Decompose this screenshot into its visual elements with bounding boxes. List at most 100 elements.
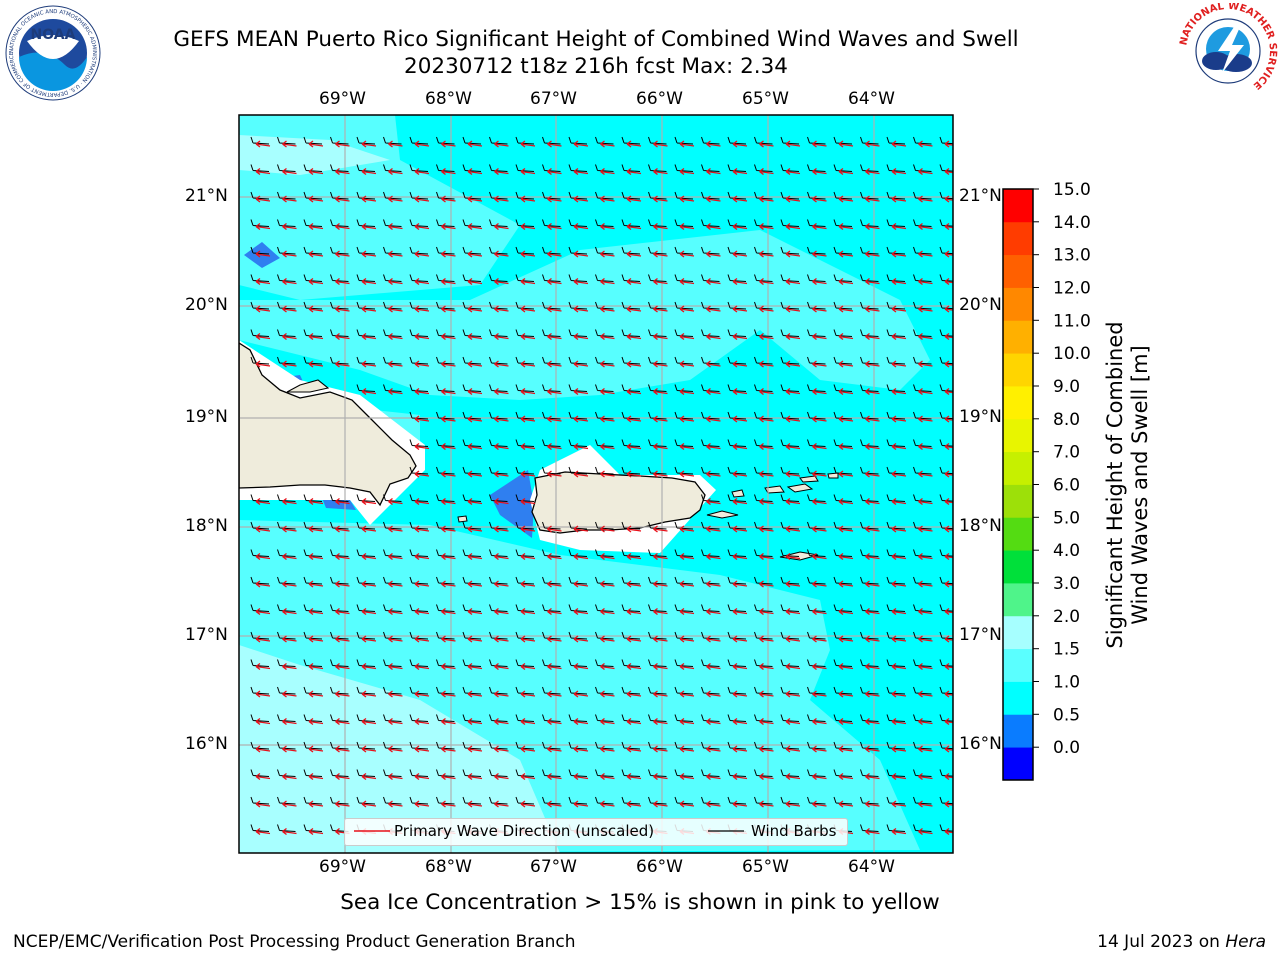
wind-barb	[595, 136, 614, 145]
wave-direction-arrow	[308, 250, 324, 258]
wind-barb	[621, 714, 641, 722]
wave-direction-arrow	[335, 745, 350, 753]
wave-direction-arrow	[441, 525, 456, 533]
wave-direction-arrow	[494, 222, 509, 231]
wave-direction-arrow	[838, 140, 854, 148]
wave-direction-arrow	[308, 662, 324, 671]
wind-barb	[674, 219, 694, 227]
wind-barb	[515, 494, 535, 502]
wind-barb	[939, 219, 953, 227]
wave-direction-arrow	[679, 415, 695, 423]
wind-barb	[330, 769, 349, 777]
wave-direction-arrow	[255, 360, 271, 368]
wind-barb	[780, 494, 800, 502]
wave-direction-arrow	[759, 690, 774, 698]
wind-barb	[356, 796, 376, 805]
wave-direction-arrow	[520, 360, 536, 368]
wind-barb	[807, 631, 826, 640]
colorbar-segment	[1003, 583, 1033, 617]
wind-barb	[383, 301, 402, 310]
wave-direction-arrow	[388, 800, 403, 808]
wind-barb	[701, 769, 720, 777]
wave-direction-arrow	[918, 745, 933, 753]
wind-barb	[277, 274, 296, 282]
wind-barb	[621, 576, 641, 585]
wave-direction-arrow	[838, 470, 854, 478]
wind-barb	[409, 494, 429, 502]
wave-direction-arrow	[944, 827, 953, 836]
wind-barb	[356, 274, 376, 282]
wind-barb	[277, 686, 296, 695]
wind-barb	[277, 714, 296, 722]
wave-direction-arrow	[494, 635, 509, 643]
wind-barb	[489, 604, 508, 612]
wave-direction-arrow	[547, 387, 562, 396]
wave-direction-arrow	[547, 662, 562, 671]
wave-direction-arrow	[388, 635, 403, 643]
wind-barb	[674, 384, 694, 392]
wind-barb	[330, 549, 349, 557]
wind-barb	[409, 191, 429, 200]
wave-direction-arrow	[441, 497, 456, 506]
wind-barb	[833, 494, 853, 502]
wind-barb	[383, 329, 402, 337]
colorbar-segment	[1003, 287, 1033, 321]
wind-barb	[277, 356, 296, 365]
wind-barb	[436, 356, 455, 365]
wind-barb	[860, 329, 879, 337]
wave-direction-arrow	[547, 607, 562, 616]
wave-direction-arrow	[653, 580, 668, 588]
wind-barb	[648, 384, 667, 392]
wind-barb	[648, 219, 667, 227]
wind-barb	[886, 384, 906, 392]
wave-direction-arrow	[255, 250, 271, 258]
wave-direction-arrow	[467, 662, 483, 671]
wave-direction-arrow	[308, 552, 324, 561]
wave-direction-arrow	[494, 167, 509, 176]
wind-barb	[754, 549, 773, 557]
wind-barb	[330, 576, 349, 585]
wind-barb	[595, 796, 614, 805]
wave-direction-arrow	[467, 497, 483, 506]
land-islet	[786, 483, 814, 493]
wave-direction-arrow	[626, 415, 642, 423]
wind-barb	[277, 219, 296, 227]
wind-barb	[886, 576, 906, 585]
wave-direction-arrow	[785, 745, 801, 753]
wave-direction-arrow	[838, 415, 854, 423]
wind-barb	[383, 356, 402, 365]
wind-barb	[303, 686, 323, 695]
wave-direction-arrow	[785, 635, 801, 643]
wave-direction-arrow	[361, 552, 377, 561]
wind-barb	[250, 631, 270, 640]
wave-direction-arrow	[785, 305, 801, 313]
wind-barb	[913, 824, 932, 832]
wave-direction-arrow	[891, 607, 907, 616]
wave-direction-arrow	[706, 525, 721, 533]
wind-barb	[727, 301, 747, 310]
wind-barb	[780, 329, 800, 337]
wind-barb	[807, 686, 826, 695]
wind-barb	[303, 549, 323, 557]
wind-barb	[250, 164, 270, 172]
wave-direction-arrow	[520, 250, 536, 258]
wind-barb	[780, 164, 800, 172]
wave-direction-arrow	[361, 222, 377, 231]
wave-direction-arrow	[282, 277, 297, 286]
wind-barb	[780, 631, 800, 640]
wind-barb	[250, 714, 270, 722]
wind-barb	[303, 246, 323, 255]
wave-direction-arrow	[573, 800, 589, 808]
wind-barb	[939, 796, 953, 805]
wave-direction-arrow	[282, 360, 297, 368]
wave-direction-arrow	[255, 552, 271, 561]
wind-barb	[462, 741, 482, 750]
wave-direction-arrow	[626, 607, 642, 616]
wind-barb	[303, 631, 323, 640]
wave-direction-arrow	[520, 690, 536, 698]
wind-barb	[436, 274, 455, 282]
wave-direction-arrow	[361, 387, 377, 396]
wind-barb	[515, 219, 535, 227]
wave-direction-arrow	[361, 607, 377, 616]
